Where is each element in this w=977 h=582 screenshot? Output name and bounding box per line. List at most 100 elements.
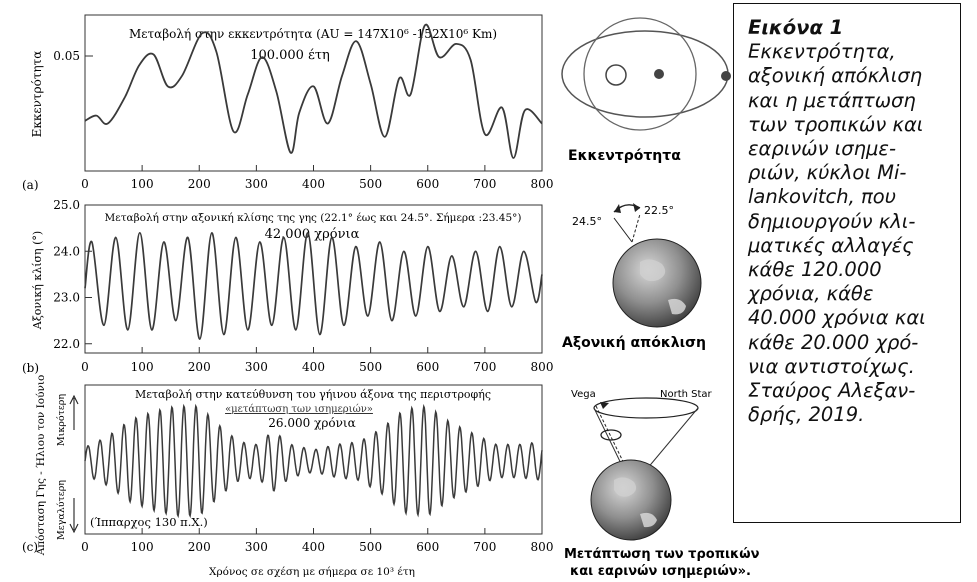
panel-precession: Μεταβολή στην κατεύθυνση του γήινου άξον… <box>22 375 553 578</box>
panel-b-xtick-label: 600 <box>416 360 439 374</box>
panel-c-title: Μεταβολή στην κατεύθυνση του γήινου άξον… <box>135 388 491 401</box>
panel-a-xtick-label: 500 <box>359 177 382 191</box>
panel-c-arrow-down <box>69 498 79 534</box>
panel-c-annotation: (Ίππαρχος 130 π.Χ.) <box>90 515 208 529</box>
panel-a-ytick: 0.05 <box>53 49 80 63</box>
caption-line: αξονική απόκλιση <box>748 64 923 88</box>
obliquity-angle-min: 22.5° <box>644 204 674 217</box>
precession-label-line1: Μετάπτωση των τροπικών <box>564 547 760 562</box>
continent-shape <box>640 259 666 282</box>
arrow-icon <box>614 204 621 213</box>
panel-eccentricity: 0.05 Μεταβολή στην εκκεντρότητα (AU = 14… <box>22 14 554 192</box>
caption-line: και η μετάπτωση <box>748 88 916 112</box>
panel-c-ylabel: Απόσταση Γης - Ήλιου τον Ιούνιο <box>35 375 47 557</box>
panel-obliquity: Μεταβολή στην αξονική κλίσης της γης (22… <box>22 198 553 375</box>
panel-c-xtick-label: 400 <box>302 540 325 554</box>
planet-icon <box>721 71 731 81</box>
panel-a-xtick-label: 300 <box>245 177 268 191</box>
caption-line: κάθε 120.000 <box>748 258 882 282</box>
caption-line: ριών, κύκλοι Mi- <box>748 161 907 185</box>
panel-b-label: (b) <box>22 361 39 375</box>
panel-a-frame <box>84 14 543 172</box>
panel-c-arrow-up-label: Μικρότερη <box>56 394 67 446</box>
panel-b-xtick-label: 500 <box>359 360 382 374</box>
spin-ellipse-icon <box>600 429 622 441</box>
panel-a-xtick-label: 800 <box>531 177 554 191</box>
panel-c-arrow-down-label: Μεγαλύτερη <box>56 480 67 540</box>
caption-line: νια αντιστοίχως. <box>748 354 915 378</box>
panel-b-xtick-label: 800 <box>531 360 554 374</box>
continent-shape <box>614 477 637 497</box>
arrow-icon <box>633 203 640 212</box>
sun-icon <box>605 64 627 86</box>
caption-line: των τροπικών και <box>748 112 924 136</box>
eccentricity-illustration: Εκκεντρότητα <box>561 17 731 164</box>
panel-c-xtick-label: 0 <box>81 540 89 554</box>
panel-a-xtick-label: 100 <box>131 177 154 191</box>
panel-b-series-line <box>84 231 543 340</box>
precession-label-line2: και εαρινών ισημεριών». <box>570 564 751 579</box>
panel-a-period: 100.000 έτη <box>250 48 330 63</box>
panel-b-ytick-label: 23.0 <box>53 291 80 305</box>
circular-orbit <box>583 17 697 131</box>
panel-c-xtick-label: 500 <box>359 540 382 554</box>
panel-b-xtick-label: 0 <box>81 360 89 374</box>
precession-illustration: Vega North Star Μετάπτωση των τροπικών κ… <box>564 389 760 579</box>
elliptic-orbit <box>561 30 729 118</box>
earth-icon <box>590 459 672 541</box>
panel-a-xtick-label: 600 <box>416 177 439 191</box>
panel-b-ytick-label: 25.0 <box>53 198 80 212</box>
caption-line: ματικές αλλαγές <box>748 233 914 257</box>
panel-b-period: 42.000 χρόνια <box>265 227 360 242</box>
obliquity-label: Αξονική απόκλιση <box>562 335 706 351</box>
panel-c-period: 26.000 χρόνια <box>268 416 355 430</box>
panel-c-xtick-label: 200 <box>188 540 211 554</box>
panel-a-title: Μεταβολή στην εκκεντρότητα (AU = 147X10⁶… <box>129 27 497 41</box>
eccentricity-label: Εκκεντρότητα <box>568 148 681 164</box>
vega-label: Vega <box>571 389 596 400</box>
figure-caption: Εικόνα 1 Εκκεντρότητα, αξονική απόκλιση … <box>733 3 961 523</box>
panel-a-xtick-label: 400 <box>302 177 325 191</box>
caption-line: εαρινών ισημε- <box>748 137 896 161</box>
caption-line: δρής, 2019. <box>748 403 865 427</box>
panel-c-arrow-up <box>69 394 79 430</box>
caption-line: 40.000 χρόνια και <box>748 306 926 330</box>
panel-c-label: (c) <box>22 540 38 554</box>
panel-b-xaxis: 0 100 200 300 400 500 600 700 800 <box>81 347 553 374</box>
panel-a-ylabel: Εκκεντρότητα <box>30 51 44 138</box>
panel-a-series-line <box>84 23 543 159</box>
obliquity-axis-line <box>631 213 641 243</box>
panel-a-xtick-label: 0 <box>81 177 89 191</box>
panel-c-series-line <box>84 403 543 519</box>
caption-line: lankovitch, που <box>748 185 896 209</box>
panel-a-xtick-label: 700 <box>473 177 496 191</box>
panel-c-xtick-label: 700 <box>473 540 496 554</box>
panel-c-subtitle: «μετάπτωση των ισημεριών» <box>225 404 373 415</box>
panel-c-xtick-label: 800 <box>531 540 554 554</box>
panel-b-ytick-label: 22.0 <box>53 337 80 351</box>
panel-c-xlabel: Χρόνος σε σχέση με σήμερα σε 10³ έτη <box>209 565 415 578</box>
panel-c-xtick-label: 300 <box>245 540 268 554</box>
panel-b-ylabel: Αξονική κλίση (°) <box>31 231 44 330</box>
arrow-icon <box>600 402 609 409</box>
panel-b-title: Μεταβολή στην αξονική κλίσης της γης (22… <box>105 211 522 224</box>
panel-b-yaxis: 22.0 23.0 24.0 25.0 <box>53 198 92 351</box>
panel-c-xtick-label: 100 <box>131 540 154 554</box>
obliquity-axis-line <box>613 217 633 243</box>
caption-line: χρόνια, κάθε <box>748 282 874 306</box>
panel-c-xtick-label: 600 <box>416 540 439 554</box>
caption-line: δημιουργούν κλι- <box>748 209 916 233</box>
panel-c-xaxis: 0 100 200 300 400 500 600 700 800 <box>81 528 553 554</box>
precession-circle <box>593 397 699 419</box>
caption-line: Σταύρος Αλεξαν- <box>748 379 916 403</box>
panel-b-xtick-label: 400 <box>302 360 325 374</box>
continent-shape <box>640 512 657 528</box>
panel-b-xtick-label: 300 <box>245 360 268 374</box>
earth-icon <box>612 238 702 328</box>
caption-line: κάθε 20.000 χρό- <box>748 330 919 354</box>
panel-b-xtick-label: 700 <box>473 360 496 374</box>
north-star-label: North Star <box>660 389 713 400</box>
panel-b-xtick-label: 100 <box>131 360 154 374</box>
panel-b-xtick-label: 200 <box>188 360 211 374</box>
